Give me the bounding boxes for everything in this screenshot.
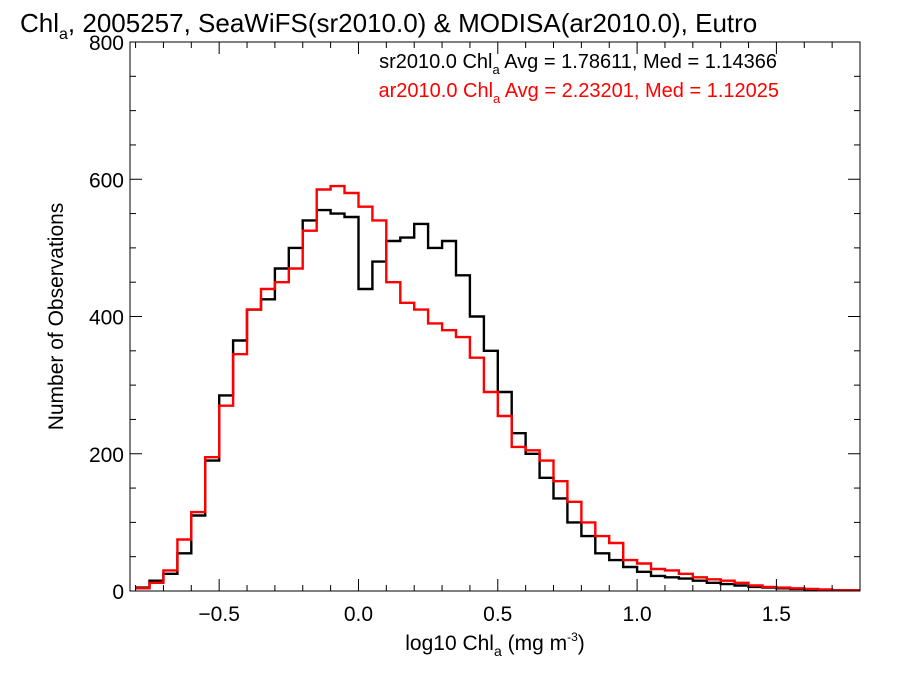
- y-tick-label: 400: [89, 307, 124, 330]
- x-tick-label: −0.5: [198, 603, 239, 626]
- plot-frame: [129, 41, 861, 592]
- x-axis-label: log10 Chla (mg m-3): [405, 630, 585, 659]
- y-tick-label: 600: [89, 169, 124, 192]
- y-axis-label: Number of Observations: [45, 203, 68, 431]
- x-tick-label: 0.5: [483, 603, 512, 626]
- legend-entry-sr2010: sr2010.0 Chla Avg = 1.78611, Med = 1.143…: [379, 51, 777, 77]
- y-tick-label: 200: [89, 444, 124, 467]
- x-tick-label: 1.0: [622, 603, 651, 626]
- legend-entry-ar2010: ar2010.0 Chla Avg = 2.23201, Med = 1.120…: [378, 80, 779, 106]
- x-tick-label: 1.5: [762, 603, 791, 626]
- y-tick-label: 800: [89, 32, 124, 55]
- series-line-ar20100: [135, 184, 860, 592]
- ticks-layer: [130, 41, 861, 592]
- x-tick-label: 0.0: [344, 603, 373, 626]
- tick-labels-layer: −0.5 0.0 0.5 1.0 1.5 0 200 400 600 800: [89, 32, 791, 626]
- chart-title: Chla, 2005257, SeaWiFS(sr2010.0) & MODIS…: [20, 8, 757, 43]
- series-layer: [135, 184, 860, 592]
- y-tick-label: 0: [112, 581, 124, 604]
